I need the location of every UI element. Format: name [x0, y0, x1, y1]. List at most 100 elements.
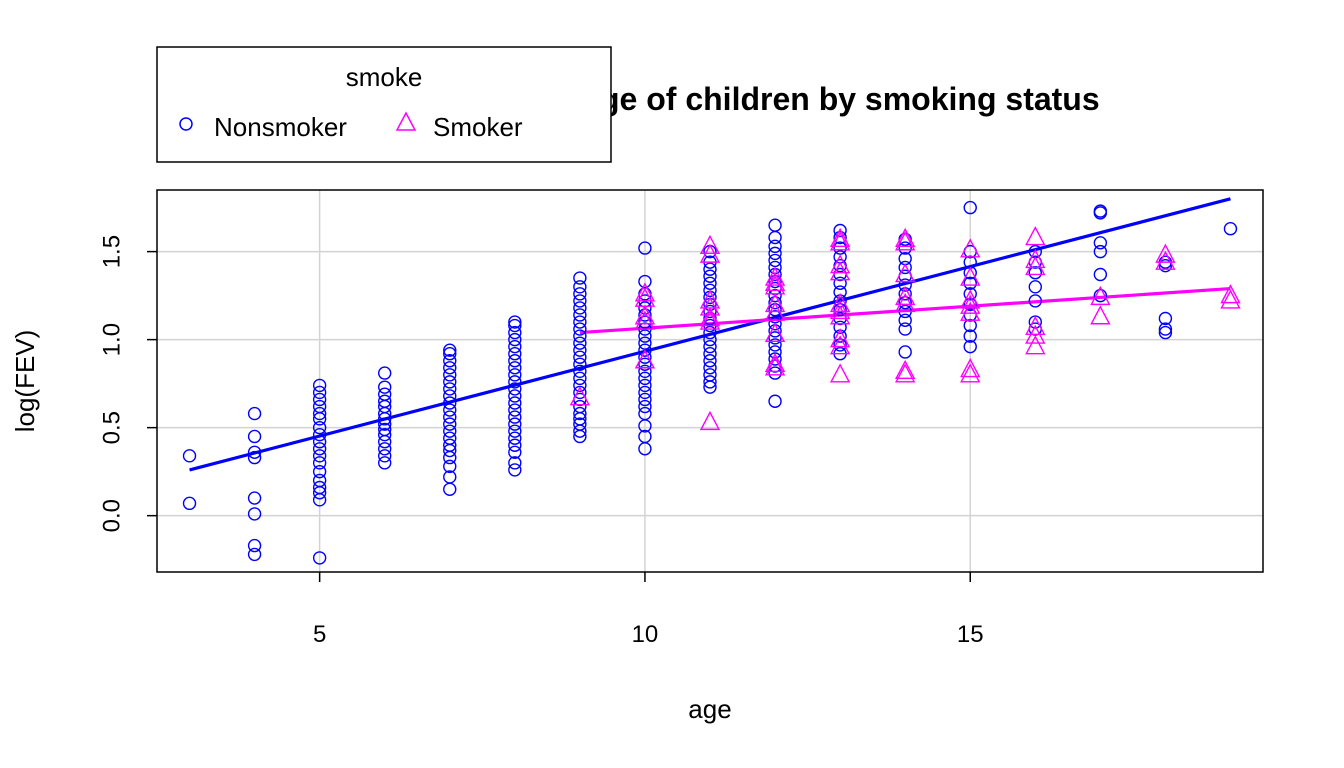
nonsmoker-point-104: [573, 412, 587, 426]
nonsmoker-point-57: [443, 443, 457, 458]
nonsmoker-point-66: [508, 339, 522, 354]
smoker-point-44: [960, 363, 981, 383]
nonsmoker-point-58: [443, 450, 457, 465]
nonsmoker-point-210: [963, 339, 977, 354]
smoker-point-42: [960, 301, 981, 321]
nonsmoker-point-25: [312, 486, 327, 500]
nonsmoker-point-135: [703, 276, 717, 290]
legend-title: smoke: [346, 62, 423, 92]
nonsmoker-point-95: [573, 350, 587, 364]
smoker-point-52: [1090, 305, 1111, 325]
y-axis: 0.0 0.5 1.0 1.5: [99, 235, 157, 532]
nonsmoker-point-20: [312, 449, 327, 463]
y-tick-label-3: 1.5: [99, 235, 126, 268]
legend-entry-smoker: Smoker: [433, 112, 523, 142]
smoker-point-33: [895, 263, 916, 283]
nonsmoker-point-59: [443, 459, 457, 474]
nonsmoker-point-171: [768, 366, 782, 380]
smoker-point-54: [1155, 250, 1176, 270]
smoker-point-17: [764, 301, 786, 321]
smoker-point-14: [764, 271, 786, 291]
nonsmoker-point-147: [703, 361, 717, 375]
nonsmoker-point-51: [443, 403, 457, 417]
nonsmoker-point-35: [378, 417, 392, 431]
fit-lines: [189, 197, 1231, 472]
smoker-fit-line: [579, 286, 1231, 335]
nonsmoker-point-144: [703, 339, 717, 354]
smoker-point-55: [1220, 284, 1241, 304]
nonsmoker-point-70: [508, 368, 522, 382]
nonsmoker-point-43: [443, 347, 457, 361]
nonsmoker-point-124: [638, 385, 652, 400]
nonsmoker-point-21: [312, 456, 327, 470]
smoker-point-48: [1025, 315, 1046, 336]
smoker-point-18: [764, 322, 786, 343]
nonsmoker-point-145: [703, 347, 717, 361]
smoker-point-28: [829, 328, 851, 348]
smoker-point-41: [960, 294, 981, 314]
nonsmoker-point-221: [1093, 244, 1108, 259]
nonsmoker-point-76: [508, 410, 522, 424]
nonsmoker-point-38: [378, 435, 392, 449]
nonsmoker-point-98: [573, 371, 587, 386]
nonsmoker-point-106: [573, 424, 587, 438]
nonsmoker-point-215: [1028, 294, 1042, 308]
nonsmoker-point-226: [1158, 311, 1173, 326]
legend-box: [156, 46, 612, 163]
nonsmoker-point-68: [508, 354, 522, 368]
nonsmoker-point-44: [443, 354, 457, 368]
nonsmoker-point-86: [573, 287, 587, 301]
nonsmoker-point-15: [312, 412, 327, 426]
nonsmoker-point-0: [182, 449, 197, 463]
nonsmoker-point-30: [378, 387, 392, 401]
nonsmoker-point-168: [768, 345, 782, 359]
smoker-point-0: [569, 386, 591, 406]
nonsmoker-point-128: [638, 419, 652, 433]
nonsmoker-point-150: [703, 380, 717, 394]
nonsmoker-point-125: [638, 392, 652, 407]
nonsmoker-point-7: [247, 507, 262, 521]
nonsmoker-point-199: [898, 345, 912, 359]
nonsmoker-point-167: [768, 338, 782, 352]
plot-frame: [156, 189, 1264, 573]
smoker-point-45: [1025, 226, 1046, 246]
nonsmoker-point-5: [247, 450, 262, 465]
nonsmoker-point-17: [312, 427, 327, 442]
y-tick-label-0: 0.0: [99, 499, 126, 532]
smoker-point-24: [829, 261, 851, 281]
nonsmoker-point-79: [508, 431, 522, 445]
nonsmoker-point-34: [378, 412, 392, 426]
legend-entry-nonsmoker: Nonsmoker: [214, 112, 347, 142]
nonsmoker-point-206: [963, 297, 977, 312]
nonsmoker-point-42: [443, 343, 457, 357]
nonsmoker-point-130: [638, 442, 652, 456]
nonsmoker-point-29: [378, 380, 392, 394]
smoker-point-31: [895, 227, 916, 247]
nonsmoker-point-161: [768, 295, 782, 310]
nonsmoker-point-16: [312, 420, 327, 435]
nonsmoker-point-153: [768, 239, 782, 254]
smoker-point-43: [960, 358, 981, 378]
smoker-point-9: [699, 296, 721, 316]
nonsmoker-point-146: [703, 354, 717, 368]
nonsmoker-point-11: [312, 385, 327, 400]
y-tick-label-1: 0.5: [99, 411, 126, 444]
smoker-point-56: [1220, 289, 1241, 309]
smoker-point-27: [829, 305, 851, 325]
nonsmoker-point-197: [898, 313, 912, 327]
nonsmoker-point-126: [638, 399, 652, 414]
y-tick-label-2: 1.0: [99, 323, 126, 356]
nonsmoker-point-61: [443, 482, 457, 496]
nonsmoker-point-14: [312, 406, 327, 421]
smoker-point-7: [699, 243, 721, 263]
nonsmoker-point-229: [1223, 222, 1238, 236]
smoker-point-4: [634, 310, 656, 330]
nonsmoker-point-152: [768, 230, 782, 245]
nonsmoker-point-108: [638, 241, 652, 255]
nonsmoker-point-19: [312, 442, 327, 456]
nonsmoker-point-72: [508, 382, 522, 396]
nonsmoker-point-214: [1028, 280, 1042, 294]
nonsmoker-point-142: [703, 325, 717, 340]
nonsmoker-point-134: [703, 269, 717, 283]
smoker-point-1: [634, 282, 656, 302]
